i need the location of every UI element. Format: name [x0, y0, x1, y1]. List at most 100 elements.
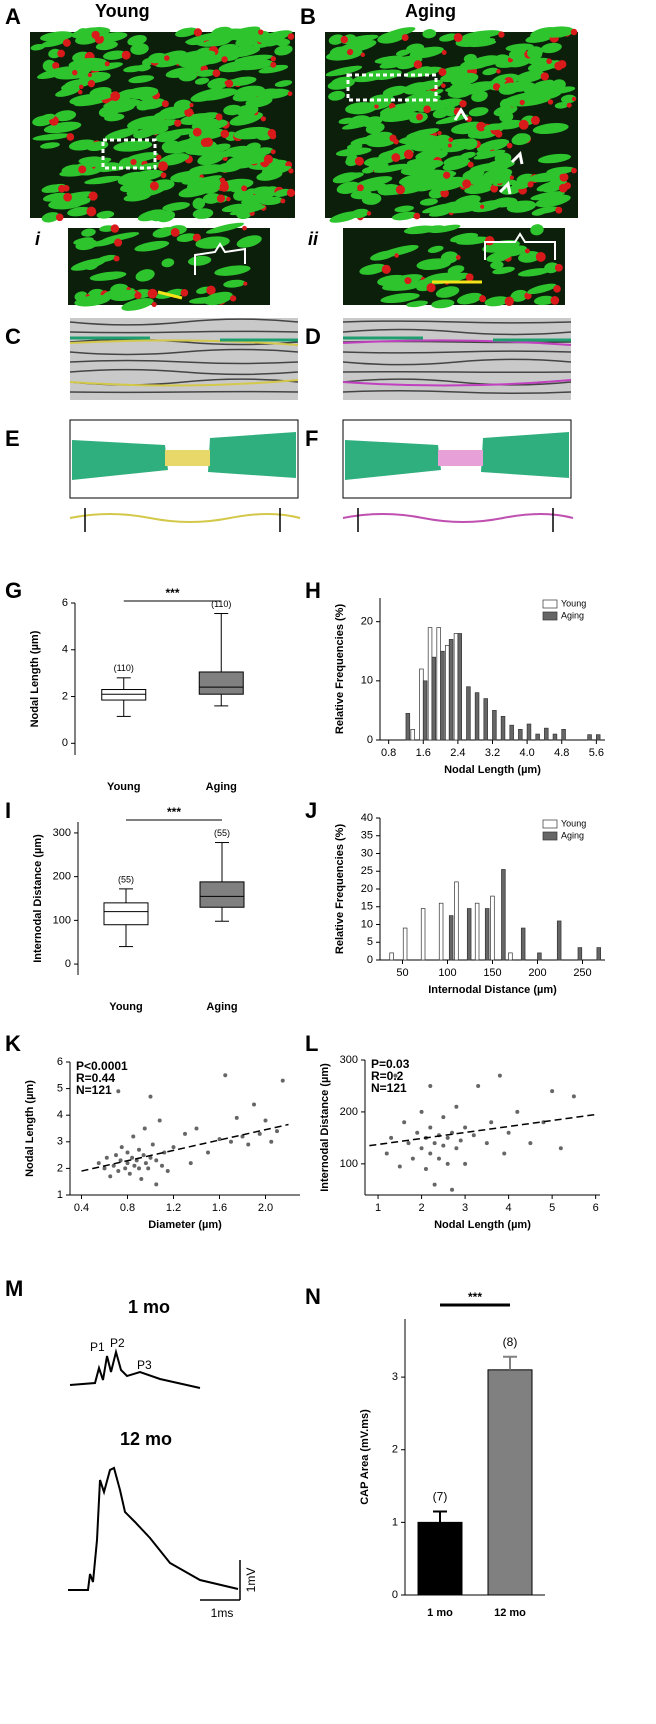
node-stain	[87, 80, 96, 88]
node-stain	[287, 33, 295, 40]
bar	[483, 698, 488, 741]
myelin	[456, 121, 481, 132]
node-stain	[413, 212, 421, 220]
point	[463, 1125, 468, 1130]
node-stain	[550, 296, 560, 305]
myelin	[173, 99, 192, 111]
node-stain	[413, 60, 423, 69]
point	[162, 1150, 167, 1155]
node-stain	[91, 30, 100, 40]
myelin	[236, 235, 262, 248]
myelin	[419, 198, 438, 206]
myelin	[541, 184, 564, 193]
myelin	[156, 210, 176, 223]
x-tick-label: 2	[419, 1202, 425, 1214]
node-stain	[242, 225, 247, 231]
node-stain	[270, 149, 276, 155]
n-label: (55)	[118, 874, 134, 884]
annotation: N=121	[76, 1083, 112, 1097]
em-membrane	[342, 320, 572, 324]
myelin	[274, 45, 293, 56]
node-stain	[147, 288, 158, 299]
panel-label: A	[5, 4, 21, 29]
fit-line	[369, 1113, 596, 1147]
bar	[457, 633, 462, 741]
panel-label: B	[300, 4, 316, 29]
node-stain	[63, 192, 73, 202]
point	[506, 1130, 511, 1135]
myelin	[203, 291, 233, 306]
bar	[474, 902, 480, 961]
myelin	[361, 193, 382, 205]
annotation: N=121	[371, 1081, 407, 1095]
myelin	[193, 112, 219, 122]
panel-label: F	[305, 426, 318, 451]
y-tick-label: 2	[392, 1444, 398, 1456]
myelin	[142, 124, 169, 135]
node-stain	[230, 295, 237, 302]
node-stain	[149, 181, 159, 191]
myelin	[531, 209, 546, 216]
y-tick-label: 1	[392, 1516, 398, 1528]
legend-label: Aging	[561, 830, 584, 840]
panel-label: H	[305, 578, 321, 603]
myelin	[537, 153, 572, 164]
panel-label: M	[5, 1276, 23, 1301]
bar	[448, 639, 454, 741]
myelin	[350, 208, 369, 219]
scale-label: 1ms	[211, 1606, 234, 1620]
myelin	[341, 34, 379, 44]
point	[130, 1155, 135, 1160]
node-stain	[447, 143, 452, 148]
myelin	[508, 48, 529, 61]
myelin	[245, 142, 261, 152]
legend-label: Aging	[561, 610, 584, 620]
node-stain	[52, 62, 60, 70]
y-tick-label: 100	[340, 1158, 358, 1170]
point	[143, 1161, 148, 1166]
node-stain	[566, 102, 572, 108]
point	[454, 1146, 459, 1151]
point	[131, 1134, 136, 1139]
x-tick-label: 1.2	[166, 1202, 181, 1214]
myelin	[348, 115, 371, 128]
y-tick-label: 200	[53, 871, 71, 883]
myelin	[241, 193, 273, 205]
y-axis-label: CAP Area (mV.ms)	[359, 1409, 371, 1505]
x-tick-label: 2.0	[258, 1202, 273, 1214]
point	[528, 1141, 533, 1146]
inset-label: i	[35, 229, 41, 249]
myelin	[104, 127, 139, 140]
myelin	[136, 99, 154, 107]
myelin	[175, 27, 198, 38]
legend-label: Young	[561, 818, 586, 828]
myelin	[518, 251, 541, 263]
myelin	[90, 62, 123, 72]
node-stain	[524, 248, 530, 254]
myelin	[229, 184, 245, 193]
x-tick-label: 0.4	[74, 1202, 89, 1214]
myelin	[103, 50, 127, 60]
myelin	[237, 154, 269, 165]
profile	[69, 513, 301, 523]
node-stain	[466, 116, 472, 123]
myelin	[506, 97, 523, 107]
y-axis-label: Relative Frequencies (%)	[334, 604, 346, 735]
em-membrane	[69, 330, 299, 334]
myelin	[487, 171, 512, 184]
node-stain	[151, 301, 157, 308]
node-stain	[260, 116, 266, 122]
point	[463, 1161, 468, 1166]
myelin-3d	[208, 432, 296, 478]
em-image	[70, 318, 298, 400]
point	[125, 1161, 130, 1166]
node-stain	[267, 128, 277, 138]
node-stain	[156, 154, 162, 161]
node-stain	[164, 55, 170, 61]
profile	[342, 513, 574, 523]
myelin	[211, 26, 233, 38]
node-stain	[206, 285, 216, 295]
bar	[427, 627, 433, 741]
point	[139, 1177, 144, 1182]
outline	[70, 336, 298, 342]
